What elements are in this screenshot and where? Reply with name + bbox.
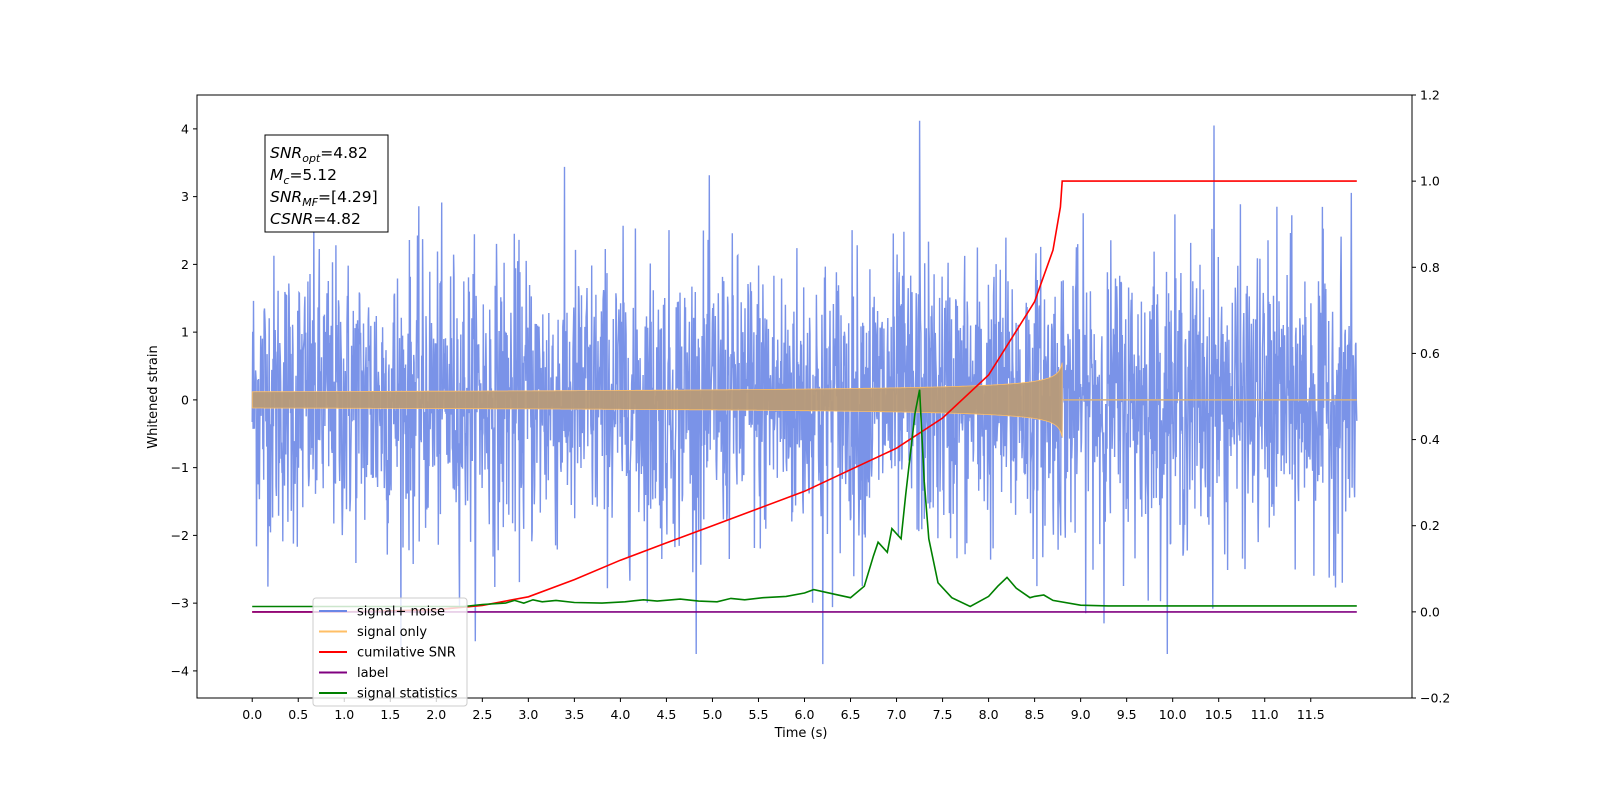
legend-label: cumilative SNR	[357, 646, 456, 661]
annotation-mc: Mc=5.12	[270, 166, 337, 187]
x-tick-label: 9.0	[1071, 707, 1091, 722]
y2-tick-label: 1.0	[1420, 174, 1440, 189]
x-tick-label: 7.0	[887, 707, 907, 722]
y-axis-right: 1.2 1.0 0.8 0.6 0.4 0.2 0.0 −0.2	[1412, 88, 1450, 706]
x-tick-label: 8.5	[1025, 707, 1045, 722]
plot-content	[251, 120, 1358, 665]
x-tick-label: 7.5	[933, 707, 953, 722]
legend-label: label	[357, 666, 388, 681]
y-tick-label: −3	[171, 596, 189, 611]
x-tick-label: 11.0	[1251, 707, 1279, 722]
series-signal-only	[251, 362, 1063, 438]
y-tick-label: −4	[171, 663, 189, 678]
x-tick-label: 10.0	[1159, 707, 1187, 722]
x-tick-label: 8.0	[979, 707, 999, 722]
legend-label: signal only	[357, 625, 427, 640]
x-tick-label: 0.5	[288, 707, 308, 722]
x-tick-label: 3.0	[518, 707, 538, 722]
x-tick-label: 5.0	[703, 707, 723, 722]
x-tick-label: 0.0	[242, 707, 262, 722]
y2-tick-label: −0.2	[1420, 691, 1450, 706]
y-tick-label: 0	[181, 392, 189, 407]
legend-label: signal+ noise	[357, 605, 445, 620]
y-tick-label: −2	[171, 528, 189, 543]
legend-label: signal statistics	[357, 687, 458, 702]
y-axis-label: Whitened strain	[146, 345, 161, 448]
y2-tick-label: 0.4	[1420, 432, 1440, 447]
annotation-frame	[264, 134, 389, 233]
x-tick-label: 6.5	[841, 707, 861, 722]
series-signal-statistics	[252, 389, 1357, 608]
y-axis-left: 4 3 2 1 0 −1 −2 −3 −4	[171, 121, 197, 678]
y-tick-label: 1	[181, 325, 189, 340]
y-tick-label: 3	[181, 189, 189, 204]
y-tick-label: −1	[171, 460, 189, 475]
y-tick-label: 4	[181, 121, 189, 136]
x-axis: 0.0 0.5 1.0 1.5 2.0 2.5 3.0 3.5 4.0 4.5 5.0 5.5 6.0 6…	[242, 698, 1325, 722]
x-tick-label: 4.0	[610, 707, 630, 722]
legend: signal+ noise signal only cumilative SNR la…	[312, 597, 468, 707]
y2-tick-label: 0.8	[1420, 260, 1440, 275]
x-tick-label: 10.5	[1205, 707, 1233, 722]
x-tick-label: 4.5	[656, 707, 676, 722]
annotation-snr-opt: SNRopt=4.82	[270, 144, 368, 165]
x-axis-label: Time (s)	[774, 726, 828, 741]
x-tick-label: 9.5	[1117, 707, 1137, 722]
x-tick-label: 1.0	[334, 707, 354, 722]
x-tick-label: 1.5	[380, 707, 400, 722]
y2-tick-label: 0.2	[1420, 518, 1440, 533]
annotation-csnr: CSNR=4.82	[270, 210, 361, 228]
x-tick-label: 2.0	[426, 707, 446, 722]
y2-tick-label: 1.2	[1420, 88, 1440, 103]
x-tick-label: 3.5	[564, 707, 584, 722]
x-tick-label: 2.5	[472, 707, 492, 722]
y-tick-label: 2	[181, 257, 189, 272]
legend-frame	[312, 597, 468, 707]
x-tick-label: 5.5	[749, 707, 769, 722]
y2-tick-label: 0.0	[1420, 604, 1440, 619]
y2-tick-label: 0.6	[1420, 346, 1440, 361]
x-tick-label: 11.5	[1297, 707, 1325, 722]
annotation-snr-mf: SNRMF=[4.29]	[270, 188, 378, 209]
x-tick-label: 6.0	[795, 707, 815, 722]
